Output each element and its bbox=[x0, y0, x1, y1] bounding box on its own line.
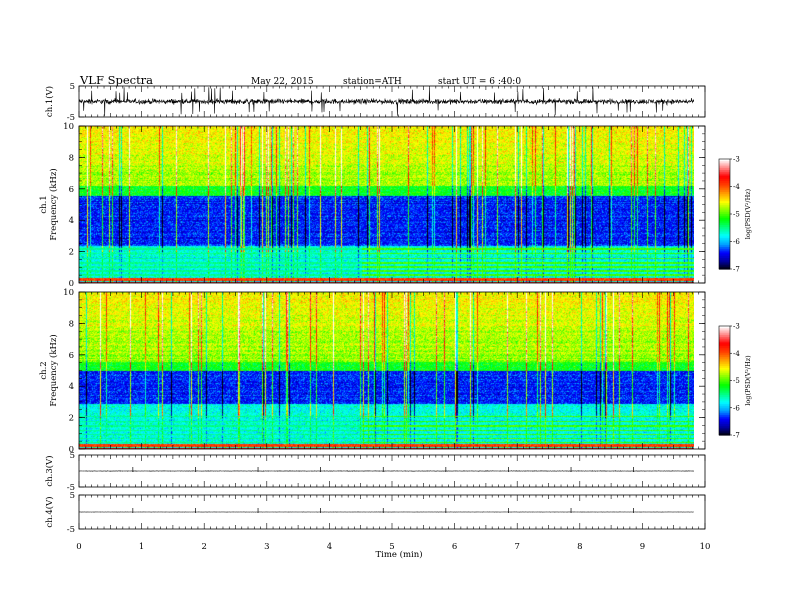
ch3-waveform-y-label: ch.3(V) bbox=[44, 455, 55, 486]
ch2-spectrogram-ytick-label: 2 bbox=[69, 414, 74, 424]
ch3-waveform-panel: 5 -5 ch.3(V) bbox=[44, 451, 706, 493]
ch4-waveform-ytick-label: -5 bbox=[67, 525, 75, 535]
ch2-spectrogram-colorbar-tick: -7 bbox=[733, 432, 740, 440]
ch1-spectrogram-colorbar-tick: -6 bbox=[733, 238, 740, 246]
ch1-spectrogram-colorbar-tick: -7 bbox=[733, 266, 740, 274]
ch2-spectrogram-ytick-label: 0 bbox=[69, 445, 74, 455]
x-tick-label: 0 bbox=[76, 542, 81, 552]
ch2-spectrogram-ytick-label: 10 bbox=[63, 288, 74, 298]
ch1-waveform-panel: 5 -5 ch.1(V) bbox=[44, 82, 706, 123]
x-tick-label: 7 bbox=[514, 542, 519, 552]
ch1-spectrogram-colorbar-label: log(PSD(V²/Hz) bbox=[744, 188, 752, 239]
ch1-spectrogram-ytick-label: 8 bbox=[69, 153, 74, 163]
ch2-spectrogram-image bbox=[79, 292, 694, 449]
ch4-waveform-y-label: ch.4(V) bbox=[44, 496, 55, 527]
x-tick-label: 2 bbox=[201, 542, 206, 552]
x-tick-label: 9 bbox=[640, 542, 645, 552]
ch1-spectrogram-ytick-label: 4 bbox=[69, 216, 74, 226]
x-tick-label: 3 bbox=[264, 542, 269, 552]
ch1-spectrogram-colorbar-tick: -5 bbox=[733, 211, 740, 219]
ch1-spectrogram-colorbar-tick: -4 bbox=[733, 183, 740, 191]
ch1-waveform-ytick-label: -5 bbox=[67, 113, 75, 123]
time-axis: 0 1 2 3 4 5 6 7 8 9 10 bbox=[76, 542, 710, 552]
ch4-waveform-panel: 5 -5 ch.4(V) bbox=[44, 491, 706, 535]
ch3-waveform-trace bbox=[79, 470, 694, 472]
ch2-spectrogram-colorbar-tick: -3 bbox=[733, 323, 740, 331]
ch2-colorbar: -3 -4 -5 -6 -7 log(PSD(V²/Hz) bbox=[718, 323, 752, 440]
x-tick-label: 8 bbox=[577, 542, 582, 552]
ch2-spectrogram-y-label: ch.2Frequency (kHz) bbox=[39, 334, 59, 406]
ch1-spectrogram-colorbar-tick: -3 bbox=[733, 156, 740, 164]
ch1-spectrogram-y-label: ch.1Frequency (kHz) bbox=[39, 168, 59, 240]
x-tick-label: 10 bbox=[700, 542, 711, 552]
ch2-spectrogram-ytick-label: 6 bbox=[69, 351, 74, 361]
figure-title: VLF Spectra bbox=[79, 73, 153, 87]
ch2-spectrogram-ytick-label: 4 bbox=[69, 382, 74, 392]
x-tick-label: 1 bbox=[139, 542, 144, 552]
x-tick-label: 4 bbox=[327, 542, 332, 552]
start-time-label: start UT = 6 :40:0 bbox=[438, 77, 521, 87]
ch1-waveform-ytick-label: 5 bbox=[70, 82, 75, 92]
x-axis-label: Time (min) bbox=[375, 549, 422, 560]
x-tick-label: 6 bbox=[452, 542, 457, 552]
ch2-spectrogram-panel: 0 2 4 6 8 10 ch.2Frequency (kHz) bbox=[39, 288, 706, 455]
ch3-waveform-ytick-label: -5 bbox=[67, 483, 75, 493]
ch3-waveform-ytick-label: 5 bbox=[70, 451, 75, 461]
date-label: May 22, 2015 bbox=[251, 77, 314, 87]
ch2-spectrogram-colorbar-tick: -4 bbox=[733, 350, 740, 358]
ch1-waveform-y-label: ch.1(V) bbox=[44, 86, 55, 117]
ch2-spectrogram-colorbar-label: log(PSD(V²/Hz) bbox=[744, 355, 752, 406]
ch2-spectrogram-colorbar-tick: -6 bbox=[733, 404, 740, 412]
station-label: station=ATH bbox=[343, 77, 402, 87]
ch1-spectrogram-ytick-label: 10 bbox=[63, 122, 74, 132]
ch1-spectrogram-panel: 0 2 4 6 8 10 ch.1Frequency (kHz) bbox=[39, 122, 706, 289]
ch1-colorbar: -3 -4 -5 -6 -7 log(PSD(V²/Hz) bbox=[718, 156, 752, 274]
ch2-spectrogram-colorbar-tick: -5 bbox=[733, 377, 740, 385]
ch1-spectrogram-image bbox=[79, 126, 694, 283]
ch1-waveform-trace bbox=[78, 87, 694, 116]
ch1-spectrogram-ytick-label: 0 bbox=[69, 279, 74, 289]
x-tick-label: 5 bbox=[389, 542, 394, 552]
ch1-spectrogram-ytick-label: 2 bbox=[69, 248, 74, 258]
ch1-spectrogram-ytick-label: 6 bbox=[69, 185, 74, 195]
ch2-spectrogram-ytick-label: 8 bbox=[69, 319, 74, 329]
ch4-waveform-ytick-label: 5 bbox=[70, 491, 75, 501]
